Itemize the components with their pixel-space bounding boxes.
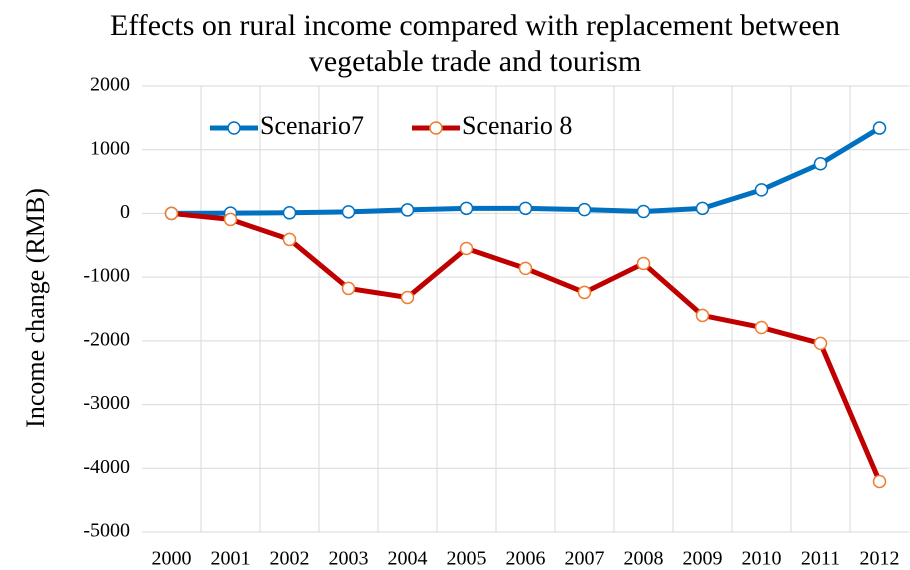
x-tick-label: 2000 [152,548,192,570]
x-tick-label: 2009 [683,548,723,570]
point-marker [518,201,533,216]
point-marker [282,232,297,247]
point-marker [518,261,533,276]
point-marker [341,205,356,219]
point-marker [695,308,710,323]
legend-marker [429,121,443,135]
series-line [171,210,882,483]
x-tick-label: 2003 [329,548,369,570]
point-marker [872,474,887,489]
point-marker [164,206,179,221]
legend-label: Scenario 8 [462,111,572,140]
y-tick-label: -3000 [83,392,130,414]
point-marker [282,206,297,220]
point-marker [577,202,592,217]
point-marker [459,201,474,216]
point-marker [341,281,356,296]
y-tick-label: 0 [120,201,130,223]
point-marker [223,212,238,227]
x-tick-label: 2004 [388,548,428,570]
point-marker [636,256,651,271]
series-line [171,125,881,216]
legend-marker [227,121,241,135]
x-tick-label: 2012 [860,548,900,570]
y-tick-label: -4000 [83,456,130,478]
y-axis-label: Income change (RMB) [21,188,50,428]
point-marker [813,336,828,351]
y-tick-label: 1000 [90,137,130,159]
x-tick-label: 2002 [270,548,310,570]
y-tick-label: -1000 [83,265,130,287]
x-tick-label: 2001 [211,548,251,570]
point-marker [872,121,887,135]
point-marker [459,241,474,256]
y-tick-label: 2000 [90,74,130,96]
point-marker [636,204,651,219]
point-marker [400,203,415,217]
point-marker [813,156,828,171]
chart-title: Effects on rural income compared with re… [110,9,840,78]
point-marker [695,201,710,216]
point-marker [577,285,592,300]
point-marker [400,290,415,305]
x-tick-label: 2007 [565,548,605,570]
y-tick-label: -2000 [83,328,130,350]
y-tick-label: -5000 [83,520,130,542]
legend-label: Scenario7 [260,111,364,140]
x-tick-label: 2006 [506,548,546,570]
x-tick-label: 2010 [742,548,782,570]
point-marker [754,183,769,197]
x-tick-label: 2008 [624,548,664,570]
point-marker [754,320,769,335]
x-tick-label: 2011 [801,548,840,570]
x-tick-label: 2005 [447,548,487,570]
